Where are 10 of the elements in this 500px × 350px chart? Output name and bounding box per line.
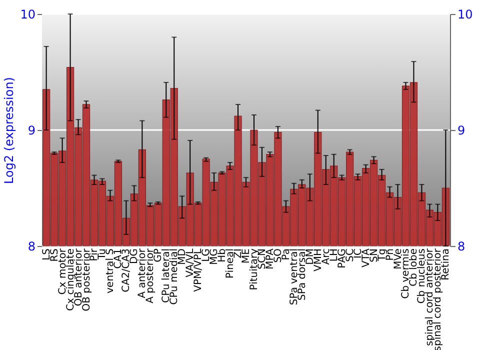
x-tick-label: Tg [376, 248, 388, 262]
y2-tick-label: 10 [458, 8, 473, 22]
x-tick-label: Retina [440, 248, 452, 280]
y2-tick-label: 9 [458, 124, 466, 138]
y-tick-label: 9 [28, 124, 36, 138]
y-tick-label: 8 [28, 240, 36, 254]
x-tick-label: Pituitary [248, 248, 260, 290]
y2-tick-label: 8 [458, 240, 466, 254]
y-axis-title: Log2 (expression) [2, 77, 16, 184]
y-tick-label: 10 [20, 8, 36, 22]
